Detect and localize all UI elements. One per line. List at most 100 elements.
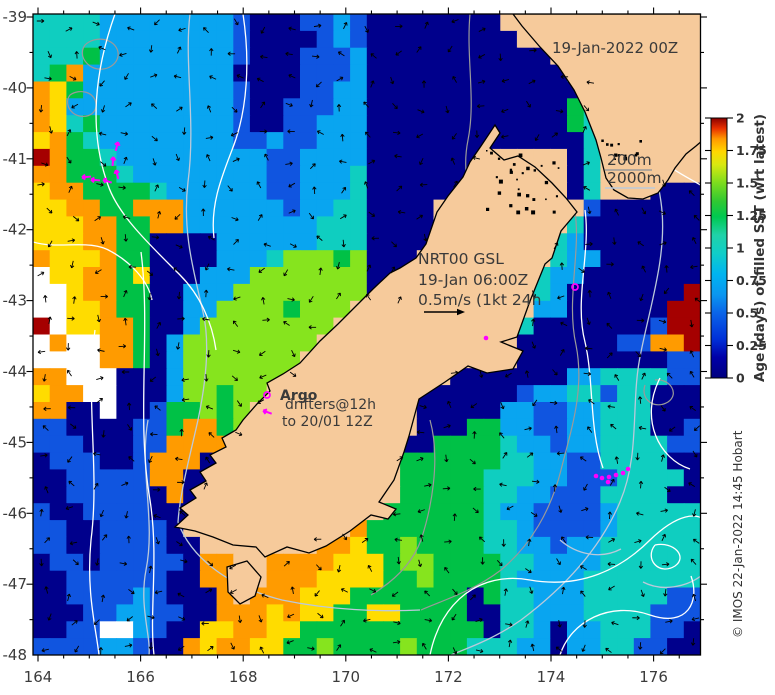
sst-cell bbox=[233, 233, 251, 251]
sst-cell bbox=[466, 385, 485, 403]
sst-cell bbox=[583, 486, 601, 504]
sst-cell bbox=[316, 148, 334, 167]
sst-cell bbox=[583, 182, 601, 201]
sst-cell bbox=[567, 385, 585, 403]
sst-cell bbox=[216, 182, 234, 201]
sst-cell bbox=[116, 452, 134, 471]
sst-cell bbox=[600, 216, 618, 234]
velocity-scale-arrow bbox=[424, 308, 465, 316]
drifter-dot bbox=[620, 470, 626, 476]
current-vector bbox=[207, 560, 214, 567]
sst-cell bbox=[350, 216, 368, 234]
current-vector bbox=[663, 588, 668, 597]
current-vector bbox=[641, 265, 647, 273]
sst-cell bbox=[333, 250, 351, 268]
sst-cell bbox=[433, 132, 451, 150]
current-vector bbox=[692, 538, 700, 544]
current-vector bbox=[92, 21, 100, 26]
coast-detail bbox=[552, 161, 556, 165]
sst-cell bbox=[83, 300, 101, 319]
current-vector bbox=[288, 73, 296, 79]
sst-cell bbox=[400, 536, 418, 555]
sst-cell bbox=[49, 148, 67, 167]
current-vector bbox=[154, 590, 163, 595]
colorbar-tick-label: 1.25 bbox=[736, 208, 767, 223]
sst-cell bbox=[49, 553, 67, 572]
sst-cell bbox=[433, 486, 451, 504]
sst-cell bbox=[416, 98, 435, 116]
sst-cell bbox=[416, 486, 435, 504]
sst-cell bbox=[116, 587, 134, 605]
current-vector bbox=[67, 369, 72, 377]
sst-cell bbox=[466, 81, 485, 99]
current-vector bbox=[505, 372, 512, 378]
contour-200m bbox=[67, 91, 97, 117]
sst-cell bbox=[83, 536, 101, 555]
sst-cell bbox=[583, 536, 601, 555]
sst-cell bbox=[199, 115, 218, 133]
current-vector bbox=[203, 289, 209, 298]
sst-cell bbox=[416, 402, 435, 420]
current-vector bbox=[67, 405, 76, 410]
sst-cell bbox=[450, 638, 468, 655]
sst-cell bbox=[550, 165, 568, 184]
sst-cell bbox=[600, 351, 618, 369]
current-vector bbox=[205, 456, 211, 464]
sst-cell bbox=[350, 165, 368, 184]
sst-cell bbox=[249, 233, 268, 251]
current-vector bbox=[496, 559, 503, 567]
sst-cell bbox=[149, 621, 168, 639]
sst-cell bbox=[533, 283, 551, 302]
current-vector bbox=[229, 589, 237, 594]
argo-label-title: Argo bbox=[280, 388, 318, 404]
sst-cell bbox=[233, 385, 251, 403]
sst-cell bbox=[133, 267, 151, 285]
sst-cell bbox=[149, 199, 168, 218]
sst-cell bbox=[166, 115, 184, 133]
sst-cell bbox=[49, 216, 67, 234]
current-vector bbox=[447, 400, 452, 409]
sst-cell bbox=[166, 165, 184, 184]
sst-cell bbox=[567, 300, 585, 319]
sst-cell bbox=[300, 182, 318, 201]
current-vector bbox=[369, 648, 377, 653]
sst-cell bbox=[667, 536, 685, 555]
current-vector bbox=[47, 240, 53, 248]
model-label-line2: 19-Jan 06:00Z bbox=[418, 271, 528, 289]
sst-cell bbox=[650, 435, 668, 454]
sst-cell bbox=[633, 418, 652, 437]
current-vector bbox=[583, 105, 590, 112]
sst-cell bbox=[99, 435, 118, 454]
sst-cell bbox=[283, 165, 301, 184]
sst-cell bbox=[266, 570, 284, 589]
sst-cell bbox=[350, 570, 368, 589]
current-vector bbox=[688, 482, 696, 488]
current-vector bbox=[230, 642, 235, 650]
sst-cell bbox=[617, 536, 635, 555]
current-vector bbox=[42, 374, 47, 382]
sst-cell bbox=[116, 317, 134, 336]
sst-cell bbox=[633, 452, 652, 471]
sst-cell bbox=[83, 317, 101, 336]
sst-cell bbox=[149, 47, 168, 66]
sst-cell bbox=[49, 402, 67, 420]
sst-cell bbox=[583, 317, 601, 336]
sst-cell bbox=[667, 570, 685, 589]
current-vector bbox=[587, 289, 592, 298]
sst-cell bbox=[483, 604, 501, 622]
sst-cell bbox=[433, 536, 451, 555]
sst-cell bbox=[483, 81, 501, 99]
sst-cell bbox=[400, 98, 418, 116]
current-vector bbox=[101, 534, 108, 541]
sst-cell bbox=[66, 536, 84, 555]
sst-cell bbox=[316, 216, 334, 234]
sst-cell bbox=[567, 317, 585, 336]
sst-cell bbox=[450, 30, 468, 49]
sst-cell bbox=[99, 81, 118, 99]
sst-cell bbox=[49, 30, 67, 49]
current-vector bbox=[155, 537, 160, 545]
sst-cell bbox=[33, 148, 51, 167]
sst-cell bbox=[366, 233, 385, 251]
current-vector bbox=[689, 350, 695, 358]
sst-cell bbox=[66, 402, 84, 420]
